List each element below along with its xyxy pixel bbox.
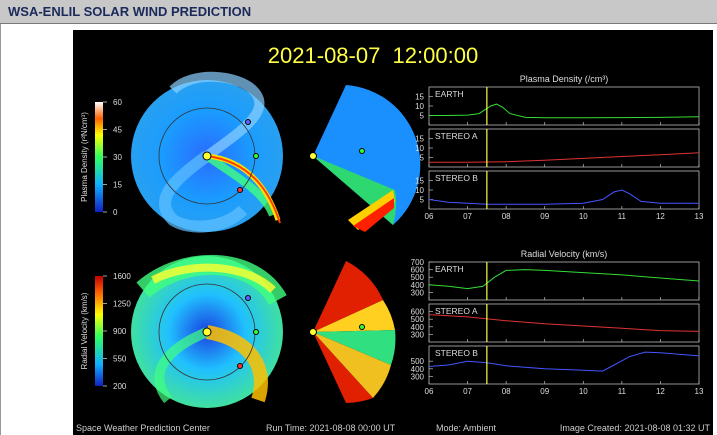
x-tick-label: 11 [618,387,627,396]
y-tick-label: 15 [415,177,424,186]
time-series-chart: Plasma Density (/cm³)15105EARTH15105STER… [415,74,704,221]
series-line [428,189,699,205]
series-line [429,152,700,163]
x-tick-label: 10 [579,212,588,221]
x-tick-label: 12 [656,387,665,396]
colorbar-tick-label: 200 [113,382,127,391]
density-colorbar-label: Plasma Density (r²N/cm³) [80,112,89,202]
y-tick-label: 5 [420,196,425,205]
enlil-figure: 2021-08-07 12:00:00 Plasma Density (r²N/… [73,30,713,435]
x-tick-label: 10 [579,387,588,396]
chart-title: Radial Velocity (km/s) [521,249,608,259]
sun-marker [202,151,212,161]
x-tick-label: 08 [502,387,511,396]
y-tick-label: 400 [411,281,425,290]
y-tick-label: 300 [411,330,425,339]
x-tick-label: 07 [463,212,472,221]
series-name: EARTH [435,89,464,99]
y-tick-label: 15 [415,135,424,144]
y-tick-label: 10 [415,144,424,153]
y-tick-label: 10 [415,186,424,195]
series-name: STEREO A [435,306,478,316]
time-series-charts: Plasma Density (/cm³)15105EARTH15105STER… [411,74,704,396]
footer-center: Space Weather Prediction Center [76,423,210,433]
colorbar-tick-label: 550 [113,355,127,364]
panel-frame [428,86,700,126]
series-name: STEREO B [435,348,478,358]
series-line [428,351,700,372]
x-tick-label: 09 [540,387,549,396]
panel-frame [428,303,700,343]
y-tick-label: 5 [420,154,425,163]
velocity-meridional-map [309,261,396,403]
y-tick-label: 5 [420,112,425,121]
y-tick-label: 400 [411,365,425,374]
y-tick-label: 700 [411,258,425,267]
page-header: WSA-ENLIL SOLAR WIND PREDICTION [0,0,717,24]
chart-title: Plasma Density (/cm³) [520,74,609,84]
stereo-b-marker [245,119,251,125]
x-tick-label: 06 [425,387,434,396]
content-frame [0,24,717,435]
x-tick-label: 07 [463,387,472,396]
page-title: WSA-ENLIL SOLAR WIND PREDICTION [8,4,252,19]
earth-marker [253,153,259,159]
x-tick-label: 13 [695,212,704,221]
y-tick-label: 10 [415,102,424,111]
colorbar-tick-label: 60 [113,98,122,107]
footer-created: Image Created: 2021-08-08 01:32 UT [560,423,711,433]
panel-frame [428,128,700,168]
velocity-colorbar: Radial Velocity (km/s) 1600 1250 900 550 200 [80,272,131,391]
colorbar-tick-label: 45 [113,126,122,135]
velocity-colorbar-label: Radial Velocity (km/s) [80,292,89,369]
timestamp: 2021-08-07 12:00:00 [268,43,478,68]
series-line [428,269,700,290]
y-tick-label: 500 [411,357,425,366]
x-tick-label: 12 [656,212,665,221]
panel-frame [428,261,700,301]
y-tick-label: 300 [411,372,425,381]
footer-mode: Mode: Ambient [436,423,497,433]
y-tick-label: 300 [411,288,425,297]
series-name: EARTH [435,264,464,274]
figure-svg: 2021-08-07 12:00:00 Plasma Density (r²N/… [76,43,710,433]
colorbar-tick-label: 1600 [113,272,131,281]
x-tick-label: 09 [540,212,549,221]
density-colorbar: Plasma Density (r²N/cm³) 60 45 30 15 0 [80,98,122,217]
series-line [429,103,700,119]
x-tick-label: 08 [502,212,511,221]
series-line [428,314,700,332]
colorbar-tick-label: 1250 [113,300,131,309]
x-tick-label: 06 [425,212,434,221]
y-tick-label: 400 [411,323,425,332]
series-name: STEREO B [435,173,478,183]
y-tick-label: 500 [411,273,425,282]
y-tick-label: 600 [411,308,425,317]
y-tick-label: 15 [415,93,424,102]
density-meridional-map [309,85,421,232]
colorbar-tick-label: 0 [113,208,118,217]
y-tick-label: 500 [411,315,425,324]
density-equatorial-map [131,71,283,233]
stereo-a-marker [237,187,243,193]
time-series-chart: Radial Velocity (km/s)700600500400300EAR… [411,249,704,396]
series-name: STEREO A [435,131,478,141]
colorbar-tick-label: 30 [113,153,122,162]
y-tick-label: 600 [411,266,425,275]
colorbar-tick-label: 900 [113,327,127,336]
velocity-equatorial-map [131,255,287,408]
x-tick-label: 11 [618,212,627,221]
x-tick-label: 13 [695,387,704,396]
colorbar-tick-label: 15 [113,181,122,190]
footer-run-time: Run Time: 2021-08-08 00:00 UT [266,423,396,433]
figure-footer: Space Weather Prediction Center Run Time… [76,423,710,433]
